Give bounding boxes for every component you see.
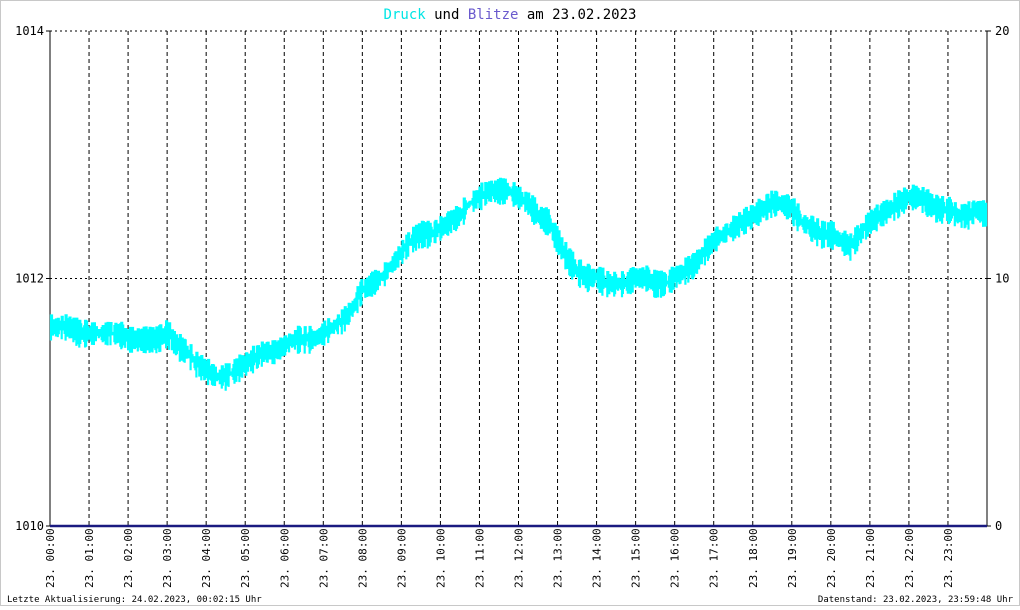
footer-last-update: Letzte Aktualisierung: 24.02.2023, 00:02… [7,595,262,605]
x-tick-label: 23. 06:00 [278,528,291,588]
x-tick-label: 23. 22:00 [903,528,916,588]
y-axis-right-ticks: 0 10 20 [987,24,1009,533]
y-left-tick-label: 1012 [15,272,44,286]
chart-title: Druck und Blitze am 23.02.2023 [384,7,637,23]
title-part-0: Druck [384,7,427,23]
x-tick-label: 23. 11:00 [473,528,486,588]
y-right-tick-label: 0 [995,519,1002,533]
x-tick-label: 23. 09:00 [395,528,408,588]
x-tick-label: 23. 10:00 [434,528,447,588]
x-tick-label: 23. 02:00 [122,528,135,588]
y-left-tick-label: 1010 [15,519,44,533]
y-right-tick-label: 10 [995,272,1009,286]
x-axis-ticks: 23. 00:00 23. 01:00 23. 02:00 23. 03:00 23. … [44,528,955,588]
grid-lines [50,31,987,526]
x-tick-label: 23. 18:00 [747,528,760,588]
x-tick-label: 23. 07:00 [317,528,330,588]
x-tick-label: 23. 19:00 [786,528,799,588]
x-tick-label: 23. 00:00 [44,528,57,588]
y-axis-left-ticks: 1010 1012 1014 [15,24,50,533]
x-tick-label: 23. 03:00 [161,528,174,588]
footer-data-status: Datenstand: 23.02.2023, 23:59:48 Uhr [818,595,1014,605]
title-part-2: Blitze [468,7,519,23]
x-tick-label: 23. 05:00 [239,528,252,588]
x-tick-label: 23. 14:00 [591,528,604,588]
x-tick-label: 23. 21:00 [864,528,877,588]
x-tick-label: 23. 13:00 [552,528,565,588]
x-tick-label: 23. 15:00 [630,528,643,588]
x-tick-label: 23. 17:00 [708,528,721,588]
x-tick-label: 23. 16:00 [669,528,682,588]
x-tick-label: 23. 08:00 [356,528,369,588]
x-tick-label: 23. 23:00 [942,528,955,588]
y-left-tick-label: 1014 [15,24,44,38]
title-part-3: am 23.02.2023 [518,7,636,23]
y-right-tick-label: 20 [995,24,1009,38]
x-tick-label: 23. 01:00 [83,528,96,588]
x-tick-label: 23. 04:00 [200,528,213,588]
title-part-1: und [426,7,468,23]
x-tick-label: 23. 20:00 [825,528,838,588]
x-tick-label: 23. 12:00 [513,528,526,588]
